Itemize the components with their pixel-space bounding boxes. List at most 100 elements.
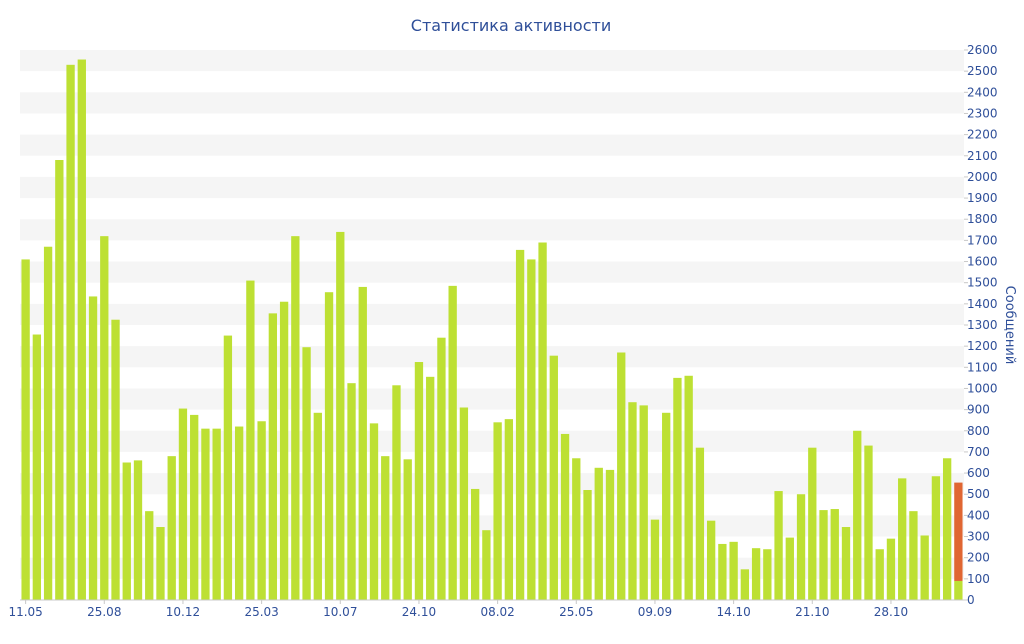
bar[interactable]: [841, 527, 851, 600]
bar[interactable]: [414, 362, 424, 600]
bar[interactable]: [909, 511, 918, 600]
bar[interactable]: [594, 467, 603, 600]
y-tick-label: 900: [967, 403, 990, 417]
bar[interactable]: [66, 64, 75, 601]
bar[interactable]: [886, 538, 896, 600]
grid-band: [20, 261, 964, 283]
x-tick-label: 09.09: [638, 605, 672, 619]
bar-overlay[interactable]: [954, 482, 963, 581]
bar[interactable]: [313, 412, 322, 600]
bar[interactable]: [426, 376, 435, 600]
bar[interactable]: [774, 491, 783, 600]
bar[interactable]: [88, 296, 98, 600]
bar[interactable]: [740, 569, 750, 600]
bar[interactable]: [650, 519, 660, 600]
bar[interactable]: [257, 421, 266, 600]
bar[interactable]: [942, 458, 952, 600]
bar[interactable]: [864, 445, 873, 600]
bar[interactable]: [605, 469, 615, 600]
bar[interactable]: [763, 549, 772, 600]
bar[interactable]: [718, 543, 727, 600]
bar[interactable]: [268, 313, 278, 600]
bar[interactable]: [212, 428, 221, 600]
bar[interactable]: [201, 428, 210, 600]
bar[interactable]: [482, 530, 491, 600]
y-tick-label: 2600: [967, 43, 998, 57]
bar[interactable]: [560, 433, 570, 600]
bar[interactable]: [538, 242, 547, 601]
bar[interactable]: [673, 377, 682, 600]
bar[interactable]: [875, 549, 884, 600]
x-tick-label: 11.05: [8, 605, 42, 619]
grid-band: [20, 92, 964, 114]
bar[interactable]: [931, 476, 941, 600]
bar[interactable]: [617, 352, 626, 601]
bar[interactable]: [358, 286, 367, 600]
bar[interactable]: [223, 335, 233, 600]
bar[interactable]: [190, 414, 199, 600]
bar[interactable]: [695, 447, 705, 600]
bar[interactable]: [77, 59, 86, 601]
bar[interactable]: [572, 458, 581, 600]
bar[interactable]: [920, 535, 929, 600]
bar[interactable]: [156, 527, 165, 600]
bar[interactable]: [819, 510, 828, 600]
bar[interactable]: [246, 280, 255, 600]
y-tick-label: 1800: [967, 212, 998, 226]
bar[interactable]: [122, 462, 131, 601]
bar[interactable]: [493, 422, 502, 600]
bar[interactable]: [527, 259, 536, 600]
bar[interactable]: [796, 494, 806, 600]
y-tick-label: 700: [967, 445, 990, 459]
bar[interactable]: [178, 408, 188, 600]
y-tick-label: 1400: [967, 297, 998, 311]
bar[interactable]: [729, 541, 738, 600]
bar[interactable]: [347, 383, 356, 600]
bar[interactable]: [515, 249, 525, 600]
bar[interactable]: [437, 337, 446, 600]
y-tick-label: 0: [967, 593, 975, 607]
bar[interactable]: [898, 478, 907, 600]
bar[interactable]: [32, 334, 42, 600]
bar[interactable]: [324, 292, 334, 600]
bar[interactable]: [470, 488, 480, 600]
bar[interactable]: [291, 236, 300, 600]
bar[interactable]: [459, 407, 469, 601]
bar[interactable]: [706, 520, 716, 600]
bar[interactable]: [392, 385, 401, 600]
bar[interactable]: [628, 402, 637, 600]
bar[interactable]: [448, 285, 457, 600]
bar[interactable]: [234, 426, 244, 600]
bar[interactable]: [639, 405, 648, 600]
bar[interactable]: [830, 509, 839, 600]
bar[interactable]: [785, 537, 794, 600]
bar[interactable]: [583, 490, 592, 600]
y-tick-label: 1000: [967, 381, 998, 395]
bar[interactable]: [302, 347, 311, 600]
bar[interactable]: [381, 456, 390, 600]
bar[interactable]: [55, 160, 64, 600]
bar[interactable]: [808, 447, 817, 600]
y-axis-label: Сообщений: [1002, 286, 1017, 365]
bar[interactable]: [504, 419, 514, 600]
bar[interactable]: [111, 319, 120, 600]
bar[interactable]: [133, 460, 143, 600]
bar[interactable]: [43, 246, 53, 600]
bar[interactable]: [403, 459, 412, 600]
bar[interactable]: [279, 301, 289, 600]
chart-title: Статистика активности: [411, 16, 611, 35]
bar[interactable]: [853, 430, 862, 600]
bar[interactable]: [100, 236, 109, 600]
bar[interactable]: [145, 511, 154, 600]
bar[interactable]: [662, 412, 671, 600]
bar[interactable]: [167, 456, 176, 600]
bar[interactable]: [336, 231, 345, 600]
bar[interactable]: [21, 259, 30, 600]
bar[interactable]: [684, 375, 693, 600]
bar[interactable]: [549, 355, 558, 600]
bar[interactable]: [369, 423, 379, 600]
grid-band: [20, 430, 964, 452]
bar[interactable]: [954, 580, 963, 600]
y-tick-label: 1900: [967, 191, 998, 205]
bar[interactable]: [751, 548, 761, 600]
